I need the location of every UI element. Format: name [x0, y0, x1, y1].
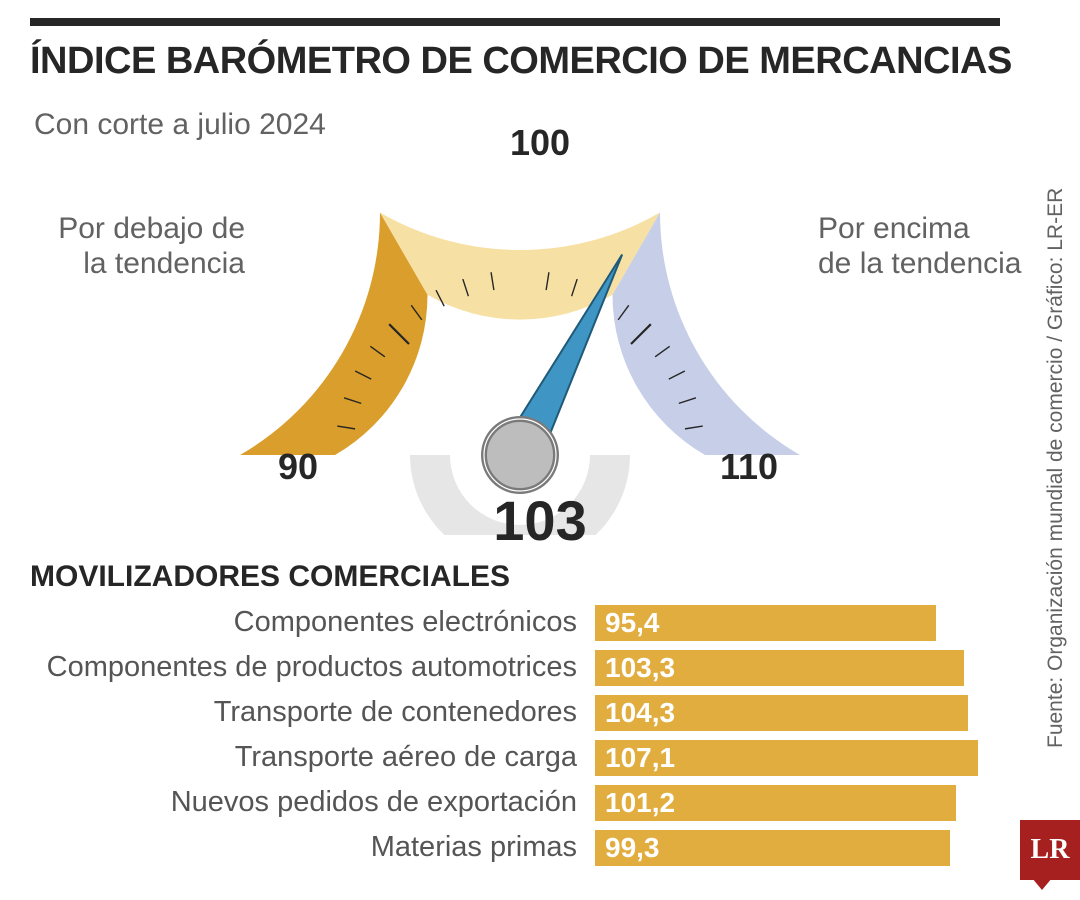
gauge-label-above-l1: Por encima	[818, 212, 970, 245]
driver-bar: 95,4	[595, 605, 936, 641]
driver-label: Transporte de contenedores	[30, 696, 595, 729]
drivers-list: Componentes electrónicos95,4Componentes …	[30, 602, 1000, 872]
driver-bar: 107,1	[595, 740, 978, 776]
gauge-label-above-trend: Por encima de la tendencia	[818, 212, 1028, 281]
driver-bar: 99,3	[595, 830, 950, 866]
gauge-value: 103	[0, 488, 1080, 553]
driver-row: Componentes de productos automotrices 103…	[30, 647, 1000, 688]
gauge-container: 100 Por debajo de la tendencia Por encim…	[0, 140, 1080, 500]
driver-label: Nuevos pedidos de exportación	[30, 786, 595, 819]
driver-bar: 104,3	[595, 695, 968, 731]
gauge-label-above-l2: de la tendencia	[818, 247, 1022, 280]
driver-label: Componentes de productos automotrices	[30, 651, 595, 684]
driver-value: 103,3	[605, 652, 675, 684]
driver-row: Nuevos pedidos de exportación 101,2	[30, 782, 1000, 823]
source-credit: Fuente: Organización mundial de comercio…	[1044, 108, 1072, 748]
publisher-logo: LR	[1020, 820, 1080, 880]
gauge-min-label: 90	[278, 446, 318, 488]
driver-value: 99,3	[605, 832, 660, 864]
top-rule	[30, 18, 1000, 26]
driver-label: Transporte aéreo de carga	[30, 741, 595, 774]
driver-value: 95,4	[605, 607, 660, 639]
driver-row: Componentes electrónicos 95,4	[30, 602, 1000, 643]
driver-value: 101,2	[605, 787, 675, 819]
gauge-max-label: 110	[720, 446, 778, 488]
driver-row: Materias primas 99,3	[30, 827, 1000, 868]
page-title: ÍNDICE BARÓMETRO DE COMERCIO DE MERCANCI…	[30, 40, 1012, 83]
drivers-title: MOVILIZADORES COMERCIALES	[30, 560, 510, 594]
driver-row: Transporte de contenedores 104,3	[30, 692, 1000, 733]
publisher-logo-text: LR	[1031, 834, 1070, 866]
driver-bar: 103,3	[595, 650, 964, 686]
driver-bar: 101,2	[595, 785, 956, 821]
driver-value: 104,3	[605, 697, 675, 729]
driver-value: 107,1	[605, 742, 675, 774]
driver-label: Componentes electrónicos	[30, 606, 595, 639]
driver-label: Materias primas	[30, 831, 595, 864]
driver-row: Transporte aéreo de carga 107,1	[30, 737, 1000, 778]
